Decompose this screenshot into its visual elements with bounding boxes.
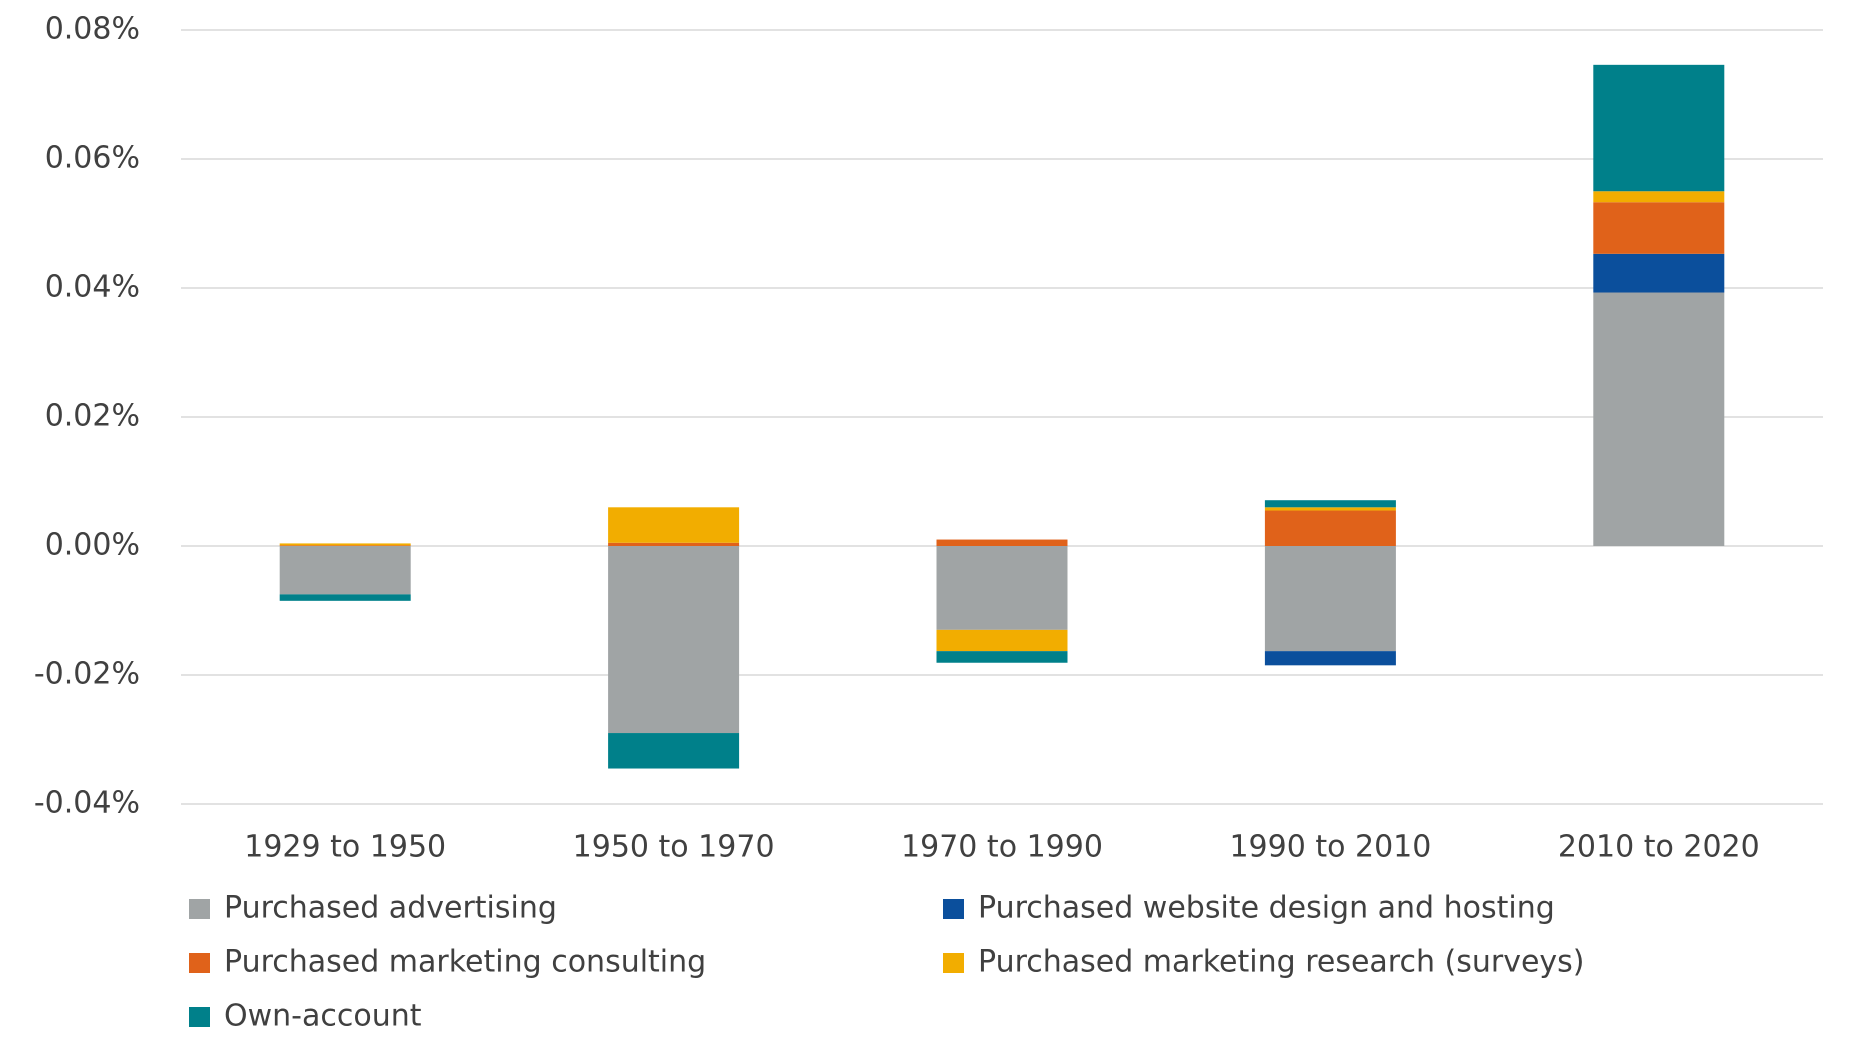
legend-label: Purchased marketing research (surveys) <box>978 945 1585 980</box>
legend-label: Own-account <box>224 999 422 1034</box>
bar-segment <box>1593 64 1725 192</box>
legend-label: Purchased website design and hosting <box>978 891 1555 926</box>
bar-segment <box>1264 510 1396 546</box>
bar-segment <box>936 651 1068 663</box>
y-tick-label: 0.02% <box>45 399 140 434</box>
bar-segment <box>279 545 411 546</box>
bar-segment <box>279 543 411 546</box>
legend-swatch <box>943 953 964 973</box>
bar-segment <box>279 594 411 601</box>
legend-swatch <box>943 899 964 919</box>
bar-segment <box>936 546 1068 630</box>
x-tick-label: 1990 to 2010 <box>1229 830 1431 865</box>
bar-segment <box>608 733 740 769</box>
bar-segment <box>1264 507 1396 511</box>
y-tick-label: -0.02% <box>34 657 140 692</box>
legend-swatch <box>189 1007 210 1027</box>
y-tick-label: 0.00% <box>45 528 140 563</box>
legend-swatch <box>189 953 210 973</box>
y-tick-label: 0.04% <box>45 270 140 305</box>
x-tick-label: 1950 to 1970 <box>573 830 775 865</box>
legend-swatch <box>189 899 210 919</box>
y-tick-label: 0.06% <box>45 141 140 176</box>
bar-segment <box>608 546 740 734</box>
y-tick-label: 0.08% <box>45 12 140 47</box>
bar-segment <box>1593 253 1725 293</box>
bar-segment <box>1593 292 1725 546</box>
y-tick-label: -0.04% <box>34 786 140 821</box>
x-tick-label: 2010 to 2020 <box>1558 830 1760 865</box>
bar-segment <box>936 629 1068 652</box>
bar-segment <box>1593 202 1725 254</box>
legend-label: Purchased advertising <box>224 891 557 926</box>
bar-segment <box>936 539 1068 546</box>
bar-segment <box>608 507 740 543</box>
bar-segment <box>1593 191 1725 203</box>
bar-segment <box>1264 546 1396 652</box>
bar-segment <box>1264 651 1396 666</box>
x-tick-label: 1970 to 1990 <box>901 830 1103 865</box>
bar-segment <box>279 546 411 595</box>
legend-label: Purchased marketing consulting <box>224 945 706 980</box>
bar-segment <box>608 542 740 546</box>
x-tick-label: 1929 to 1950 <box>244 830 446 865</box>
bar-segment <box>1264 500 1396 508</box>
